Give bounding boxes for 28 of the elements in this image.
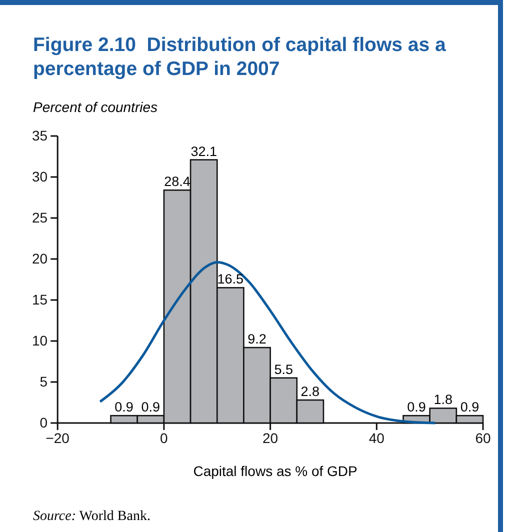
- data-label: 16.5: [217, 272, 244, 287]
- y-tick-label: 30: [32, 168, 48, 184]
- y-tick-label: 5: [40, 373, 48, 390]
- data-label: 32.1: [190, 144, 217, 159]
- x-axis-title: Capital flows as % of GDP: [193, 463, 358, 479]
- data-label: 0.9: [460, 400, 480, 415]
- y-axis-title: Percent of countries: [33, 99, 158, 115]
- x-tick-label: 60: [475, 430, 491, 446]
- data-label: 0.9: [141, 400, 160, 415]
- data-label: 1.8: [434, 392, 453, 408]
- data-label: 5.5: [274, 362, 293, 377]
- y-tick-label: 15: [32, 291, 48, 308]
- x-tick-label: 40: [368, 430, 385, 446]
- x-tick-label: −20: [46, 430, 70, 446]
- y-tick-label: 35: [32, 127, 48, 144]
- data-label: 0.9: [114, 400, 134, 415]
- data-label: 2.8: [300, 384, 320, 400]
- chart-title: Figure 2.10 Distribution of capital flows as a percentage of GDP in 2007: [33, 34, 446, 80]
- data-label: 28.4: [164, 174, 191, 190]
- data-label: 0.9: [407, 400, 426, 415]
- y-tick-label: 20: [32, 250, 48, 266]
- y-tick-label: 10: [32, 332, 48, 348]
- y-tick-label: 0: [40, 414, 48, 430]
- x-tick-label: 0: [160, 430, 168, 446]
- data-label: 9.2: [248, 332, 266, 347]
- y-tick-label: 25: [32, 209, 48, 226]
- x-tick-label: 20: [262, 430, 278, 446]
- source-note: Source: World Bank.: [33, 509, 150, 524]
